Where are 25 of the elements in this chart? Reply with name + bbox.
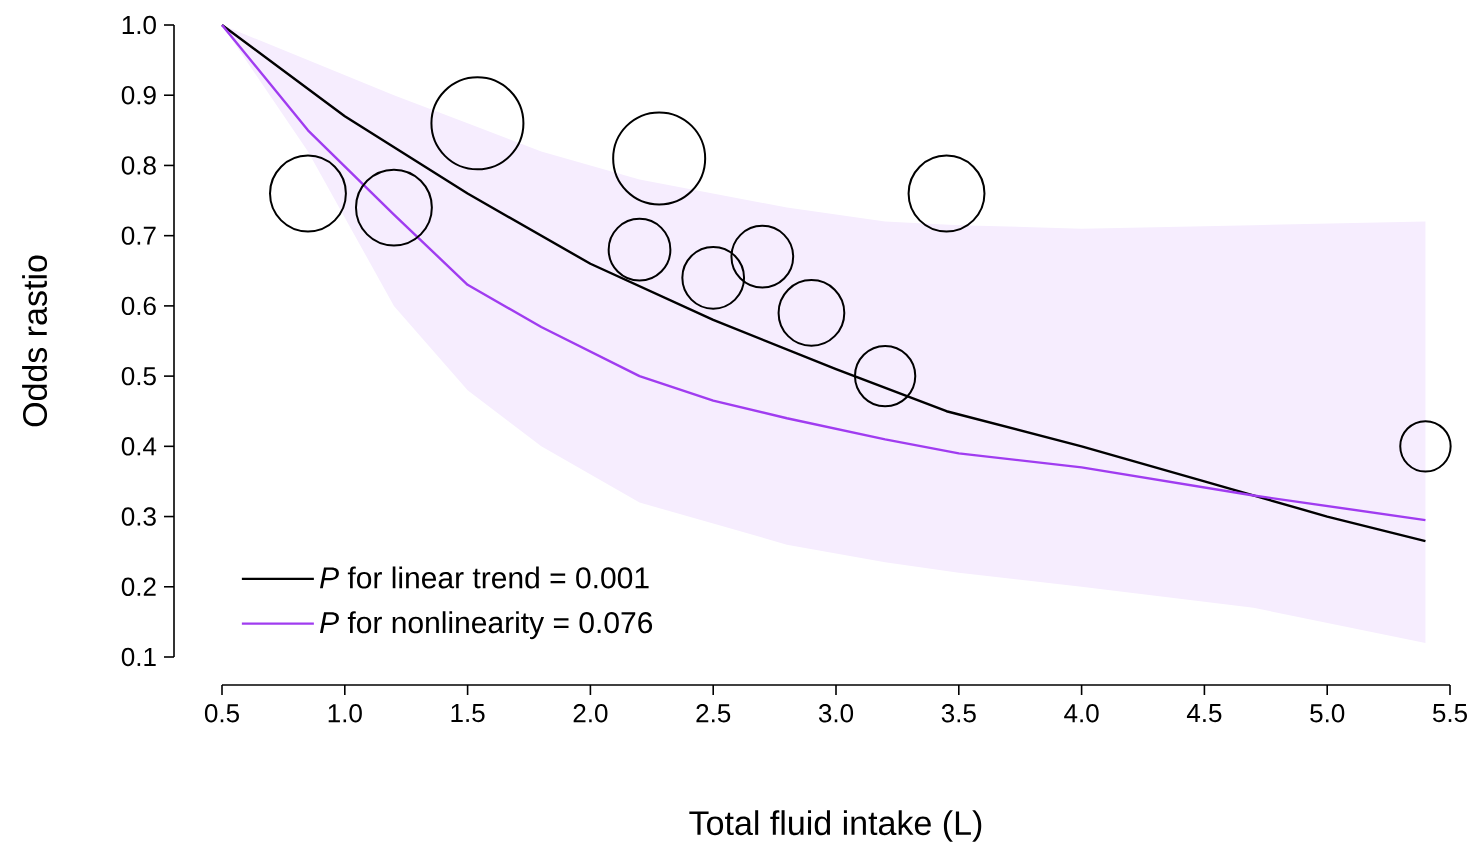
x-tick-label: 5.5: [1432, 704, 1467, 723]
x-tick-label: 2.5: [696, 704, 731, 723]
x-tick-label: 5.0: [1310, 704, 1345, 723]
y-tick-label: 0.5: [121, 367, 156, 386]
x-tick-label: 4.5: [1186, 704, 1222, 723]
y-tick-label: 0.1: [121, 648, 156, 667]
x-axis-title: Total fluid intake (L): [689, 810, 982, 843]
y-tick-label: 0.2: [121, 577, 156, 597]
x-tick-label: 1.0: [328, 704, 362, 723]
x-tick-label: 3.0: [818, 704, 854, 723]
y-tick-label: 0.8: [121, 156, 156, 175]
y-axis-title: Odds rastio: [22, 255, 48, 427]
x-tick-label: 0.5: [204, 704, 239, 723]
x-tick-label: 4.0: [1064, 704, 1099, 723]
x-tick-label: 1.5: [451, 704, 485, 723]
y-tick-label: 1.0: [122, 16, 156, 35]
y-tick-label: 0.3: [121, 507, 156, 526]
legend-label: P for linear trend = 0.001: [319, 566, 649, 589]
x-tick-label: 2.0: [573, 704, 608, 723]
y-tick-label: 0.6: [121, 296, 156, 316]
x-tick-label: 3.5: [941, 704, 976, 723]
y-tick-label: 0.9: [121, 86, 156, 105]
legend-label: P for nonlinearity = 0.076: [319, 611, 653, 640]
y-tick-label: 0.4: [121, 437, 157, 456]
y-tick-label: 0.7: [121, 226, 156, 246]
